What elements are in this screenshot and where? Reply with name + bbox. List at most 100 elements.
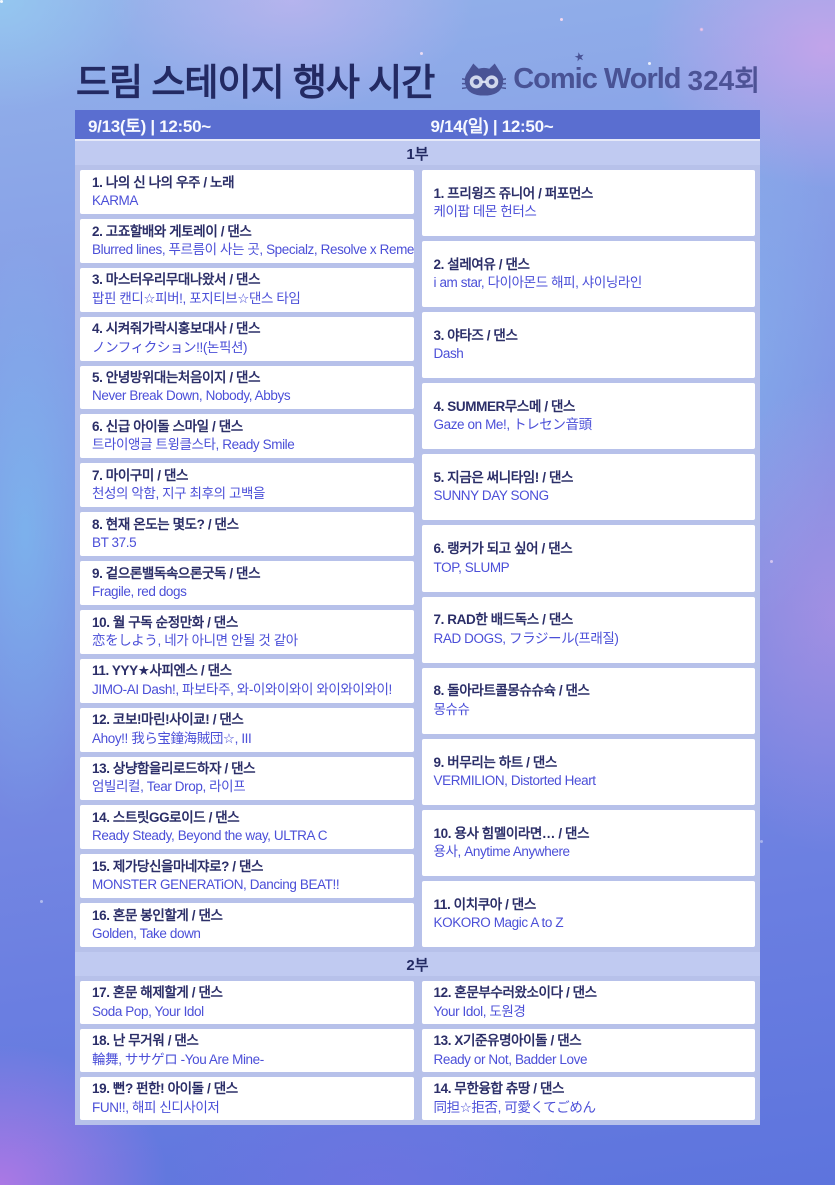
entry-songs: 恋をしよう, 네가 아니면 안될 것 같아 xyxy=(92,632,298,648)
entry-title: 17. 혼문 해제할게 / 댄스 xyxy=(92,985,223,1001)
entry-songs: JIMO-AI Dash!, 파보타주, 와-이와이와이 와이와이와이! xyxy=(92,681,392,697)
part2-sunday-column: 12. 혼문부수러왔소이다 / 댄스 Your Idol, 도원경 13. X기… xyxy=(421,981,755,1120)
entry-title: 8. 현재 온도는 몇도? / 댄스 xyxy=(92,516,239,532)
entry-songs: Dash xyxy=(433,346,464,362)
entry-songs: Soda Pop, Your Idol xyxy=(92,1003,204,1019)
schedule-entry: 12. 혼문부수러왔소이다 / 댄스 Your Idol, 도원경 xyxy=(421,981,755,1024)
entry-songs: Fragile, red dogs xyxy=(92,583,187,599)
entry-songs: RAD DOGS, フラジール(프래질) xyxy=(433,630,619,646)
schedule-entry: 15. 제가당신을마네쟈로? / 댄스 MONSTER GENERATiON, … xyxy=(80,854,414,899)
entry-songs: KOKORO Magic A to Z xyxy=(433,914,564,930)
schedule-entry: 3. 마스터우리무대나왔서 / 댄스 팝핀 캔디☆피버!, 포지티브☆댄스 타임 xyxy=(80,267,414,312)
entry-songs: 트라이앵글 트윙클스타, Ready Smile xyxy=(92,437,295,453)
comic-world-logo: ★ Comic World 324회 xyxy=(462,49,760,99)
schedule-entry: 14. 스트릿GG로이드 / 댄스 Ready Steady, Beyond t… xyxy=(80,805,414,850)
schedule-entry: 9. 겉으론밸독속으론굿독 / 댄스 Fragile, red dogs xyxy=(80,561,414,605)
schedule-entry: 13. 상냥함을리로드하자 / 댄스 엄빌리컬, Tear Drop, 라이프 xyxy=(80,756,414,801)
entry-songs: 엄빌리컬, Tear Drop, 라이프 xyxy=(92,779,246,795)
entry-songs: Gaze on Me!, トレセン音頭 xyxy=(433,417,593,433)
schedule-entry: 19. 뻔? 펀한! 아이돌 / 댄스 FUN!!, 해피 신디사이저 xyxy=(80,1077,414,1120)
entry-title: 1. 나의 신 나의 우주 / 노래 xyxy=(92,174,235,190)
entry-title: 18. 난 무거워 / 댄스 xyxy=(92,1033,199,1049)
part2-grid: 17. 혼문 해제할게 / 댄스 Soda Pop, Your Idol 18.… xyxy=(75,976,760,1125)
entry-title: 10. 용사 힘멜이라면… / 댄스 xyxy=(433,825,590,841)
logo-brand: ★ Comic World xyxy=(513,49,681,96)
logo-edition: 324회 xyxy=(687,65,760,96)
schedule-entry: 7. 마이구미 / 댄스 천성의 악함, 지구 최후의 고백을 xyxy=(80,463,414,508)
entry-title: 10. 월 구독 순정만화 / 댄스 xyxy=(92,614,238,630)
schedule-entry: 12. 코보!마린!사이쿄! / 댄스 Ahoy!! 我ら宝鐘海賊団☆, III xyxy=(80,707,414,752)
schedule-entry: 17. 혼문 해제할게 / 댄스 Soda Pop, Your Idol xyxy=(80,981,414,1024)
entry-title: 12. 코보!마린!사이쿄! / 댄스 xyxy=(92,712,244,728)
entry-songs: KARMA xyxy=(92,192,139,208)
schedule-entry: 6. 신급 아이돌 스마일 / 댄스 트라이앵글 트윙클스타, Ready Sm… xyxy=(80,414,414,459)
schedule-entry: 8. 돌아라트콜몽슈슈슉 / 댄스 몽슈슈 xyxy=(421,667,755,734)
schedule-entry: 4. 시켜줘가락시홍보대사 / 댄스 ノンフィクション!!(논픽션) xyxy=(80,316,414,361)
entry-songs: 輪舞, ササゲロ -You Are Mine- xyxy=(92,1051,264,1067)
schedule-entry: 2. 고죠할배와 게토레이 / 댄스 Blurred lines, 푸르름이 사… xyxy=(80,218,414,263)
entry-songs: VERMILION, Distorted Heart xyxy=(433,772,597,788)
date-header-row: 9/13(토) | 12:50~ 9/14(일) | 12:50~ xyxy=(75,110,760,141)
part2-saturday-column: 17. 혼문 해제할게 / 댄스 Soda Pop, Your Idol 18.… xyxy=(80,981,414,1120)
entry-title: 12. 혼문부수러왔소이다 / 댄스 xyxy=(433,985,598,1001)
entry-songs: Your Idol, 도원경 xyxy=(433,1003,526,1019)
schedule-entry: 9. 버무리는 하트 / 댄스 VERMILION, Distorted Hea… xyxy=(421,738,755,805)
schedule-entry: 1. 프리윙즈 쥬니어 / 퍼포먼스 케이팝 데몬 헌터스 xyxy=(421,170,755,237)
schedule-entry: 5. 안녕방위대는처음이지 / 댄스 Never Break Down, Nob… xyxy=(80,365,414,410)
entry-title: 16. 혼문 봉인할게 / 댄스 xyxy=(92,907,223,923)
entry-songs: Never Break Down, Nobody, Abbys xyxy=(92,388,291,404)
entry-title: 2. 설레여유 / 댄스 xyxy=(433,256,530,272)
schedule-entry: 3. 야타즈 / 댄스 Dash xyxy=(421,312,755,379)
date-header-saturday: 9/13(토) | 12:50~ xyxy=(88,117,211,136)
schedule-entry: 5. 지금은 써니타임! / 댄스 SUNNY DAY SONG xyxy=(421,454,755,521)
entry-title: 3. 마스터우리무대나왔서 / 댄스 xyxy=(92,272,261,288)
entry-title: 8. 돌아라트콜몽슈슈슉 / 댄스 xyxy=(433,683,590,699)
entry-title: 2. 고죠할배와 게토레이 / 댄스 xyxy=(92,223,252,239)
entry-songs: 용사, Anytime Anywhere xyxy=(433,843,571,859)
entry-title: 5. 안녕방위대는처음이지 / 댄스 xyxy=(92,370,261,386)
entry-songs: Golden, Take down xyxy=(92,926,201,942)
entry-songs: ノンフィクション!!(논픽션) xyxy=(92,339,248,355)
star-icon: ★ xyxy=(572,48,586,65)
entry-title: 1. 프리윙즈 쥬니어 / 퍼포먼스 xyxy=(433,185,594,201)
schedule-entry: 18. 난 무거워 / 댄스 輪舞, ササゲロ -You Are Mine- xyxy=(80,1029,414,1072)
entry-songs: Blurred lines, 푸르름이 사는 곳, Specialz, Reso… xyxy=(92,241,414,257)
schedule-entry: 16. 혼문 봉인할게 / 댄스 Golden, Take down xyxy=(80,903,414,947)
entry-title: 11. YYY★사피엔스 / 댄스 xyxy=(92,663,232,679)
part1-saturday-column: 1. 나의 신 나의 우주 / 노래 KARMA 2. 고죠할배와 게토레이 /… xyxy=(80,170,414,947)
schedule-table: 9/13(토) | 12:50~ 9/14(일) | 12:50~ 1부 1. … xyxy=(75,110,760,1125)
entry-songs: 천성의 악함, 지구 최후의 고백을 xyxy=(92,486,266,502)
entry-songs: BT 37.5 xyxy=(92,535,137,551)
entry-songs: Ready Steady, Beyond the way, ULTRA C xyxy=(92,828,328,844)
part1-sunday-column: 1. 프리윙즈 쥬니어 / 퍼포먼스 케이팝 데몬 헌터스 2. 설레여유 / … xyxy=(421,170,755,948)
cat-icon xyxy=(462,62,507,96)
entry-title: 13. 상냥함을리로드하자 / 댄스 xyxy=(92,761,256,777)
logo-brand-text: Comic World xyxy=(513,62,681,95)
entry-title: 7. 마이구미 / 댄스 xyxy=(92,467,188,483)
entry-title: 13. X기준유명아이돌 / 댄스 xyxy=(433,1033,582,1049)
schedule-entry: 10. 용사 힘멜이라면… / 댄스 용사, Anytime Anywhere xyxy=(421,809,755,876)
entry-songs: FUN!!, 해피 신디사이저 xyxy=(92,1099,220,1115)
entry-title: 6. 신급 아이돌 스마일 / 댄스 xyxy=(92,419,243,435)
schedule-entry: 11. 이치쿠아 / 댄스 KOKORO Magic A to Z xyxy=(421,880,755,948)
entry-title: 14. 무한융합 츄땅 / 댄스 xyxy=(433,1081,565,1097)
entry-songs: 몽슈슈 xyxy=(433,701,470,717)
entry-songs: 팝핀 캔디☆피버!, 포지티브☆댄스 타임 xyxy=(92,290,301,306)
entry-title: 15. 제가당신을마네쟈로? / 댄스 xyxy=(92,858,264,874)
entry-title: 9. 버무리는 하트 / 댄스 xyxy=(433,754,558,770)
schedule-entry: 6. 랭커가 되고 싶어 / 댄스 TOP, SLUMP xyxy=(421,525,755,592)
entry-songs: Ahoy!! 我ら宝鐘海賊団☆, III xyxy=(92,730,252,746)
schedule-entry: 1. 나의 신 나의 우주 / 노래 KARMA xyxy=(80,170,414,214)
masthead: 드림 스테이지 행사 시간 ★ Comic World 324회 xyxy=(76,49,760,106)
entry-title: 4. SUMMER무스메 / 댄스 xyxy=(433,399,576,415)
schedule-entry: 10. 월 구독 순정만화 / 댄스 恋をしよう, 네가 아니면 안될 것 같아 xyxy=(80,609,414,654)
date-header-sunday: 9/14(일) | 12:50~ xyxy=(430,117,554,136)
entry-title: 4. 시켜줘가락시홍보대사 / 댄스 xyxy=(92,321,261,337)
part1-grid: 1. 나의 신 나의 우주 / 노래 KARMA 2. 고죠할배와 게토레이 /… xyxy=(75,165,760,952)
entry-songs: SUNNY DAY SONG xyxy=(433,488,550,504)
schedule-entry: 2. 설레여유 / 댄스 i am star, 다이아몬드 해피, 샤이닝라인 xyxy=(421,241,755,308)
entry-songs: i am star, 다이아몬드 해피, 샤이닝라인 xyxy=(433,275,643,291)
section-band-part1: 1부 xyxy=(75,141,760,165)
entry-title: 11. 이치쿠아 / 댄스 xyxy=(433,896,537,912)
entry-songs: 케이팝 데몬 헌터스 xyxy=(433,204,537,220)
